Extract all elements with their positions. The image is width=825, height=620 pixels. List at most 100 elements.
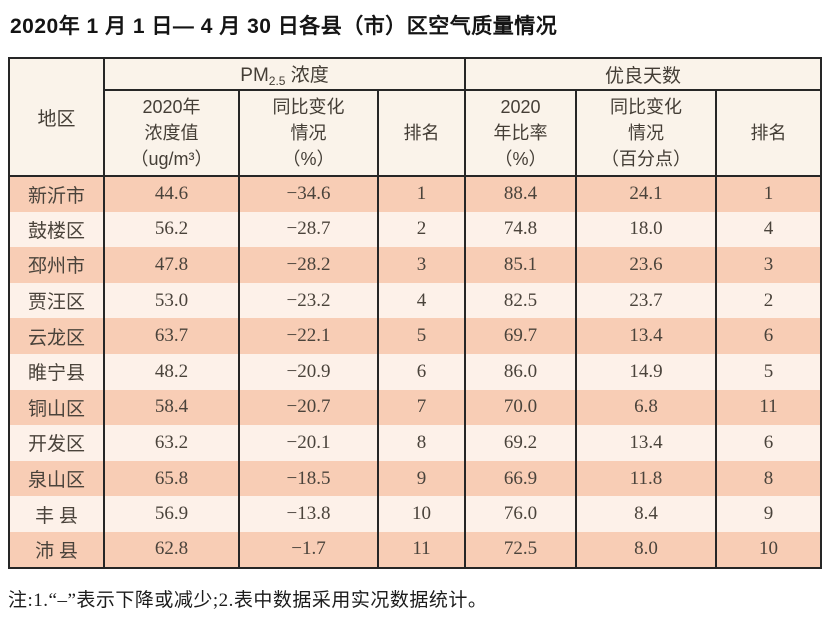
col-header-rank-pm25: 排名 — [377, 90, 466, 177]
value-cell: 53.0 — [103, 282, 240, 319]
value-cell: 6 — [714, 425, 823, 461]
value-cell: 6.8 — [575, 389, 717, 426]
value-cell: −18.5 — [238, 460, 379, 497]
value-cell: −28.7 — [238, 211, 379, 248]
region-cell: 云龙区 — [8, 318, 105, 354]
header-line: （百分点） — [601, 149, 691, 169]
header-line: 排名 — [750, 123, 787, 143]
header-line: 同比变化 — [610, 97, 682, 117]
value-cell: −34.6 — [238, 176, 379, 212]
value-cell: −28.2 — [238, 247, 379, 283]
value-cell: −13.8 — [238, 496, 379, 532]
value-cell: 1 — [714, 176, 823, 212]
table-row: 贾汪区 53.0 −23.2 4 82.5 23.7 2 — [8, 282, 823, 319]
value-cell: 5 — [377, 318, 466, 354]
value-cell: 2 — [714, 282, 823, 319]
value-cell: 62.8 — [103, 531, 240, 568]
value-cell: 14.9 — [575, 353, 717, 390]
value-cell: 48.2 — [103, 353, 240, 390]
col-header-yoy-change-pct: 同比变化 情况 （%） — [238, 90, 379, 177]
value-cell: 10 — [714, 531, 823, 568]
header-line: 情况 — [628, 123, 664, 143]
col-header-2020-ratio: 2020 年比率 （%） — [464, 90, 577, 177]
value-cell: 10 — [377, 496, 466, 532]
value-cell: −20.7 — [238, 389, 379, 426]
table-row: 睢宁县 48.2 −20.9 6 86.0 14.9 5 — [8, 353, 823, 390]
value-cell: 6 — [377, 353, 466, 390]
value-cell: 3 — [377, 247, 466, 283]
header-line: 2020 — [500, 97, 541, 117]
value-cell: 18.0 — [575, 211, 717, 248]
value-cell: 8.4 — [575, 496, 717, 532]
value-cell: 13.4 — [575, 318, 717, 354]
value-cell: 7 — [377, 389, 466, 426]
value-cell: 66.9 — [464, 460, 577, 497]
table-row: 开发区 63.2 −20.1 8 69.2 13.4 6 — [8, 425, 823, 461]
value-cell: 76.0 — [464, 496, 577, 532]
region-cell: 新沂市 — [8, 176, 105, 212]
value-cell: 9 — [377, 460, 466, 497]
header-line: 2020年 — [142, 97, 201, 117]
page-title: 2020年 1 月 1 日— 4 月 30 日各县（市）区空气质量情况 — [10, 15, 558, 38]
header-line: （%） — [282, 149, 335, 169]
table-row: 泉山区 65.8 −18.5 9 66.9 11.8 8 — [8, 460, 823, 497]
value-cell: 23.7 — [575, 282, 717, 319]
header-line: （%） — [494, 149, 547, 169]
region-cell: 沛 县 — [8, 531, 105, 568]
region-cell: 泉山区 — [8, 460, 105, 497]
table-row: 丰 县 56.9 −13.8 10 76.0 8.4 9 — [8, 496, 823, 532]
table-row: 新沂市 44.6 −34.6 1 88.4 24.1 1 — [8, 176, 823, 212]
value-cell: 72.5 — [464, 531, 577, 568]
value-cell: 5 — [714, 353, 823, 390]
value-cell: 69.2 — [464, 425, 577, 461]
pm25-prefix: PM — [240, 65, 269, 86]
value-cell: 63.7 — [103, 318, 240, 354]
air-quality-table: 地区 PM2.5 浓度 优良天数 2020年 浓度值 （ug/m³） 同比变化 … — [8, 57, 823, 569]
header-line: 情况 — [290, 123, 327, 143]
value-cell: 58.4 — [103, 389, 240, 426]
region-cell: 贾汪区 — [8, 282, 105, 319]
value-cell: 65.8 — [103, 460, 240, 497]
value-cell: −23.2 — [238, 282, 379, 319]
table-row: 云龙区 63.7 −22.1 5 69.7 13.4 6 — [8, 318, 823, 354]
value-cell: −20.1 — [238, 425, 379, 461]
region-cell: 鼓楼区 — [8, 211, 105, 248]
value-cell: 2 — [377, 211, 466, 248]
table-row: 铜山区 58.4 −20.7 7 70.0 6.8 11 — [8, 389, 823, 426]
header-line: 浓度值 — [144, 123, 199, 143]
col-header-yoy-change-points: 同比变化 情况 （百分点） — [575, 90, 717, 177]
value-cell: 4 — [714, 211, 823, 248]
value-cell: 9 — [714, 496, 823, 532]
value-cell: 82.5 — [464, 282, 577, 319]
value-cell: 8.0 — [575, 531, 717, 568]
value-cell: 11.8 — [575, 460, 717, 497]
sub-header-row: 2020年 浓度值 （ug/m³） 同比变化 情况 （%） 排名 2020 年比… — [9, 90, 823, 177]
value-cell: 11 — [714, 389, 823, 426]
pm25-subscript: 2.5 — [268, 74, 286, 88]
table-header: 地区 PM2.5 浓度 优良天数 2020年 浓度值 （ug/m³） 同比变化 … — [8, 58, 823, 177]
value-cell: 88.4 — [464, 176, 577, 212]
value-cell: −1.7 — [238, 531, 379, 568]
value-cell: 13.4 — [575, 425, 717, 461]
table-row: 沛 县 62.8 −1.7 11 72.5 8.0 10 — [8, 531, 823, 568]
value-cell: 56.2 — [103, 211, 240, 248]
region-cell: 邳州市 — [8, 247, 105, 283]
value-cell: 1 — [377, 176, 466, 212]
value-cell: 86.0 — [464, 353, 577, 390]
value-cell: 85.1 — [464, 247, 577, 283]
value-cell: 74.8 — [464, 211, 577, 248]
value-cell: 69.7 — [464, 318, 577, 354]
value-cell: 11 — [377, 531, 466, 568]
pm25-group-header: PM2.5 浓度 — [103, 58, 466, 91]
region-cell: 铜山区 — [8, 389, 105, 426]
pm25-suffix: 浓度 — [285, 65, 329, 86]
value-cell: 24.1 — [575, 176, 717, 212]
region-cell: 开发区 — [8, 425, 105, 461]
footnote: 注:1.“–”表示下降或减少;2.表中数据采用实况数据统计。 — [8, 589, 488, 611]
header-line: （ug/m³） — [130, 149, 213, 169]
region-column-header: 地区 — [8, 58, 105, 177]
good-days-group-header: 优良天数 — [463, 58, 823, 91]
value-cell: 56.9 — [103, 496, 240, 532]
value-cell: 8 — [714, 460, 823, 497]
region-cell: 丰 县 — [8, 496, 105, 532]
